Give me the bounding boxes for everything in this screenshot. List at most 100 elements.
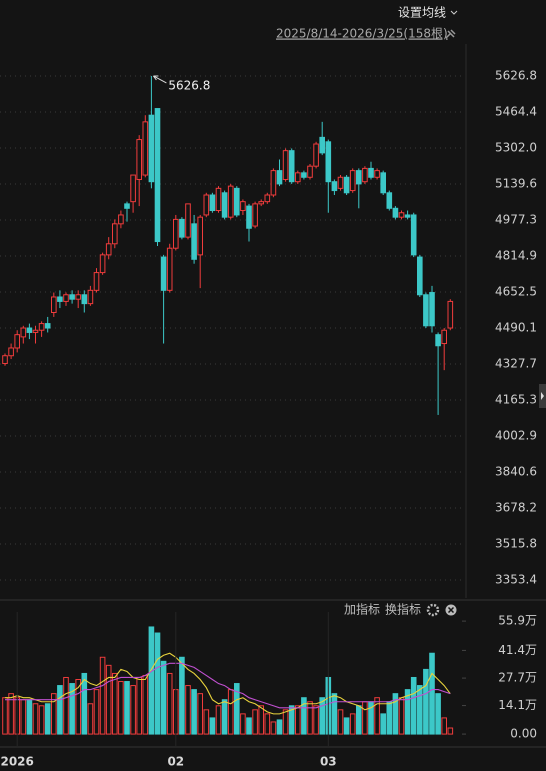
volume-bar: [374, 697, 380, 735]
volume-bar: [386, 701, 393, 735]
volume-bar: [185, 685, 191, 735]
candle-body: [221, 192, 228, 218]
volume-ma-line: [5, 662, 451, 709]
volume-bar: [240, 713, 246, 735]
volume-bar: [191, 689, 197, 735]
volume-bar: [81, 672, 88, 735]
y-tick-label: 5139.6: [495, 177, 537, 191]
volume-bar: [258, 705, 264, 735]
candle-body: [331, 181, 338, 192]
volume-bar: [75, 679, 82, 735]
volume-bar: [221, 699, 228, 735]
candle-body: [142, 121, 149, 176]
date-range[interactable]: 2025/8/14-2026/3/25(158根): [276, 27, 448, 41]
volume-bar: [447, 727, 454, 735]
y-tick-label: 14.1万: [498, 698, 537, 712]
candle-body: [404, 214, 411, 218]
candle-body: [148, 114, 155, 183]
volume-bar: [179, 656, 185, 735]
candle-body: [410, 214, 417, 256]
volume-bar: [2, 697, 8, 735]
candle-body: [343, 176, 350, 194]
volume-bar: [356, 705, 362, 735]
annotation-arrow: [153, 75, 167, 84]
candle-body: [423, 294, 429, 327]
volume-bar: [246, 717, 252, 735]
volume-bar: [160, 660, 167, 735]
volume-bar: [380, 713, 386, 735]
volume-bar: [44, 703, 51, 735]
y-tick-label: 55.9万: [498, 614, 537, 628]
candle-body: [349, 170, 356, 192]
volume-bar: [441, 717, 447, 735]
volume-bar: [429, 652, 435, 735]
volume-bar: [295, 705, 301, 735]
volume-bar: [337, 709, 344, 735]
volume-bar: [26, 699, 33, 735]
volume-bar: [136, 676, 142, 735]
candle-body: [246, 205, 252, 229]
volume-bar: [410, 676, 417, 735]
ma-setting-button[interactable]: 设置均线: [398, 6, 446, 20]
candle-body: [173, 218, 179, 249]
candle-body: [2, 355, 8, 364]
candle-body: [386, 192, 393, 209]
candle-body: [252, 203, 258, 227]
volume-bar: [32, 703, 39, 735]
candle-body: [87, 289, 94, 305]
candle-body: [429, 292, 435, 327]
candle-body: [130, 174, 136, 203]
candle-body: [69, 294, 75, 300]
y-tick-label: 4652.5: [495, 284, 537, 298]
volume-bar: [417, 685, 423, 735]
volume-bar: [69, 683, 75, 735]
candle-body: [319, 136, 325, 154]
candle-body: [51, 296, 57, 314]
y-tick-label: 4490.1: [495, 320, 537, 334]
volume-bar: [148, 626, 155, 735]
y-tick-label: 4002.9: [495, 429, 537, 443]
candle-body: [203, 194, 210, 216]
y-tick-label: 27.7万: [498, 671, 537, 685]
volume-bar: [270, 721, 277, 735]
candle-body: [75, 294, 82, 300]
add-indicator[interactable]: 加指标: [344, 602, 380, 617]
y-tick-label: 5302.0: [495, 141, 537, 155]
volume-bar: [234, 683, 240, 735]
candle-body: [185, 203, 191, 238]
candle-body: [258, 201, 264, 205]
switch-indicator[interactable]: 换指标: [385, 602, 421, 617]
candle-body: [227, 185, 234, 218]
y-tick-label: 5464.4: [495, 105, 537, 119]
candle-body: [337, 176, 344, 189]
y-tick-label: 4327.7: [495, 357, 537, 371]
volume-bar: [423, 668, 429, 735]
x-tick-label: 2026: [0, 755, 33, 769]
pin-icon[interactable]: [445, 29, 456, 39]
volume-bar: [349, 713, 356, 735]
candle-body: [118, 214, 124, 225]
volume-bar: [166, 672, 173, 735]
candle-body: [276, 170, 283, 185]
y-tick-label: 3353.4: [495, 572, 537, 586]
candle-body: [105, 243, 112, 256]
volume-bar: [8, 693, 14, 735]
volume-bar: [209, 717, 216, 735]
candle-body: [234, 187, 240, 216]
volume-bar: [362, 701, 368, 735]
y-tick-label: 5626.8: [495, 68, 537, 82]
candle-body: [57, 296, 63, 302]
y-tick-label: 4165.3: [495, 393, 537, 407]
volume-bar: [398, 697, 405, 735]
volume-bar: [276, 719, 283, 735]
volume-bar: [203, 709, 210, 735]
candle-body: [288, 150, 295, 183]
candle-body: [99, 254, 106, 274]
settings-icon[interactable]: [426, 603, 440, 617]
annotation-arrowhead: [153, 75, 159, 81]
volume-bar: [124, 681, 130, 735]
volume-bar: [404, 689, 411, 735]
